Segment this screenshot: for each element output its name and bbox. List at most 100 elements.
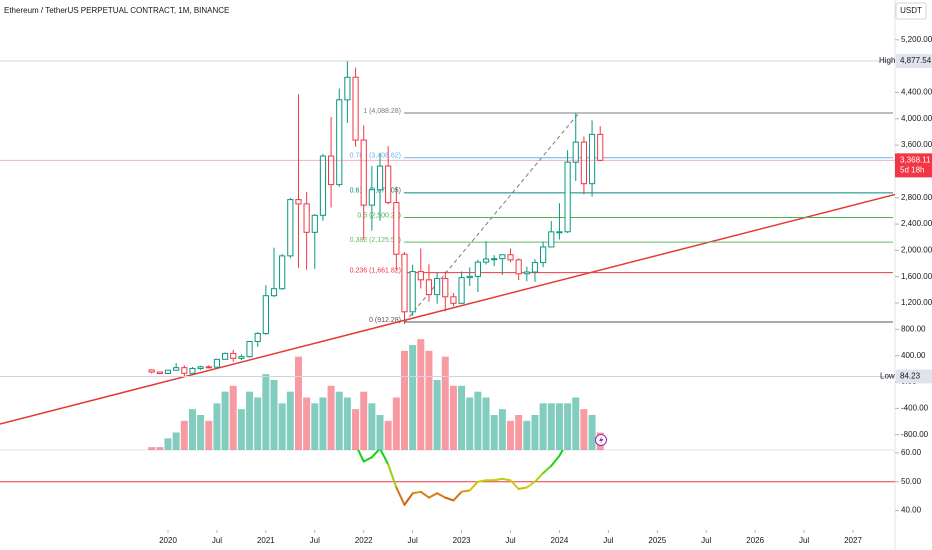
volume-bar xyxy=(458,385,466,450)
rsi-segment xyxy=(362,456,373,463)
volume-bar xyxy=(490,415,498,450)
candle-body xyxy=(238,356,245,359)
candle-body xyxy=(328,155,335,186)
volume-bar xyxy=(555,403,563,450)
fib-label: 0.236 (1,661.82) xyxy=(350,268,401,275)
candle-body xyxy=(189,367,196,374)
candle-body xyxy=(360,139,367,206)
rsi-segment xyxy=(509,479,520,490)
volume-bar xyxy=(515,415,523,450)
x-tick-label: Jul xyxy=(799,536,809,545)
x-tick-label: 2020 xyxy=(159,536,177,545)
volume-bar xyxy=(270,380,278,450)
fib-label: 1 (4,088.28) xyxy=(363,108,401,115)
candle-body xyxy=(336,99,343,186)
volume-bar xyxy=(229,385,237,450)
chart-title: Ethereum / TetherUS PERPETUAL CONTRACT, … xyxy=(4,6,229,15)
volume-bar xyxy=(523,420,531,450)
candle-body xyxy=(254,333,261,342)
candle-body xyxy=(221,352,229,360)
x-tick-label: Jul xyxy=(310,536,320,545)
candle-body xyxy=(556,231,563,234)
fib-label: 0.5 (2,500.28) xyxy=(357,212,401,219)
candle-body xyxy=(376,165,384,191)
rsi-segment xyxy=(444,496,455,502)
y-tick-label: 1,600.00 xyxy=(901,272,932,281)
x-tick-label: 2027 xyxy=(844,536,862,545)
candle-body xyxy=(482,258,490,263)
x-tick-label: Jul xyxy=(505,536,515,545)
candle-body xyxy=(181,367,188,374)
volume-bar xyxy=(392,397,400,450)
high-badge-label: 4,877.54 xyxy=(900,56,932,65)
x-tick-label: 2024 xyxy=(551,536,569,545)
rsi-segment xyxy=(403,492,414,506)
y-tick-label: 4,400.00 xyxy=(901,88,932,97)
candle-body xyxy=(205,366,212,369)
candle-body xyxy=(425,279,433,296)
volume-bar xyxy=(319,397,327,450)
y-tick-label: 3,600.00 xyxy=(901,140,932,149)
fib-label: 0.382 (2,125.51) xyxy=(350,237,401,244)
candle-body xyxy=(279,255,286,290)
low-badge-label: 84.23 xyxy=(900,372,921,381)
y-tick-label: 5,200.00 xyxy=(901,35,932,44)
rsi-pane xyxy=(0,450,895,506)
candle-body xyxy=(344,76,351,101)
candle-body xyxy=(499,254,506,260)
candle-body xyxy=(246,340,253,358)
x-tick-label: 2023 xyxy=(453,536,471,545)
volume-bar xyxy=(482,397,490,450)
candle-body xyxy=(368,189,375,206)
volume-bar xyxy=(294,356,302,450)
trend-line xyxy=(0,193,895,425)
candle-body xyxy=(164,369,172,375)
rsi-segment xyxy=(517,486,528,490)
currency-box[interactable] xyxy=(895,2,927,20)
candle-body xyxy=(548,231,555,248)
candle-body xyxy=(507,254,514,261)
volume-bar xyxy=(417,339,425,450)
volume-bar xyxy=(433,380,441,450)
rsi-segment xyxy=(387,463,398,489)
event-icon-bolt xyxy=(599,436,604,444)
candle-body xyxy=(197,366,204,369)
rsi-segment xyxy=(452,490,463,502)
last-badge xyxy=(895,153,932,178)
volume-bar xyxy=(197,415,205,450)
rsi-segment xyxy=(460,489,471,493)
x-tick-label: 2021 xyxy=(257,536,275,545)
rsi-segment xyxy=(493,477,504,482)
axes: 5,200.00 4,400.00 4,000.00 3,600.00 2,800.00… xyxy=(159,35,932,545)
currency[interactable]: USDT xyxy=(900,6,922,15)
low-badge-name: Low xyxy=(880,372,895,381)
volume-bar xyxy=(164,438,172,450)
volume-bar xyxy=(531,415,539,450)
candle-body xyxy=(434,278,441,296)
volume-bar xyxy=(148,447,156,450)
candle-body xyxy=(417,271,424,281)
candle-body xyxy=(393,202,400,255)
volume-bar xyxy=(360,391,368,450)
volume-bar xyxy=(262,374,270,450)
volume-bar xyxy=(466,397,474,450)
candle-body xyxy=(474,261,481,277)
volume-bar xyxy=(580,409,588,450)
volume-bar xyxy=(221,391,229,450)
x-tick-label: 2026 xyxy=(746,536,764,545)
fib-label: 0 (912.28) xyxy=(369,317,401,324)
x-tick-label: Jul xyxy=(603,536,613,545)
rsi-segment xyxy=(468,480,479,492)
candle-body xyxy=(564,161,571,233)
volume-bar xyxy=(311,403,319,450)
y-tick-label: -400.00 xyxy=(901,403,929,412)
candle-body xyxy=(173,367,180,371)
volume-bar xyxy=(254,397,262,450)
candle-body xyxy=(523,271,530,275)
candle-body xyxy=(148,369,155,373)
candle-body xyxy=(352,76,359,141)
rsi-segment xyxy=(501,477,512,482)
volume-bar xyxy=(474,391,482,450)
volume-bar xyxy=(205,420,213,450)
